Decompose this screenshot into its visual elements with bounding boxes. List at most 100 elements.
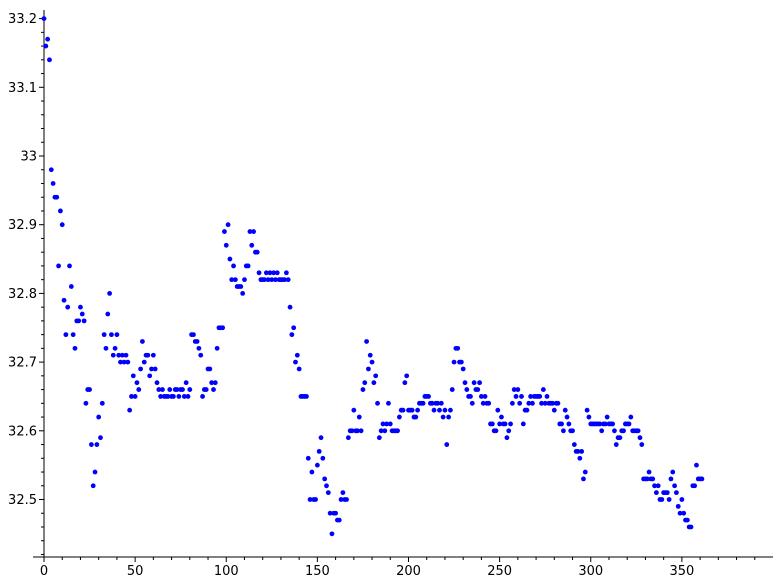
data-point (692, 483, 698, 489)
data-point (274, 270, 280, 276)
data-point (637, 435, 643, 441)
data-point (670, 469, 676, 475)
data-point (349, 428, 355, 434)
data-point (90, 483, 96, 489)
data-point (626, 421, 632, 427)
data-point (666, 497, 672, 502)
data-point (150, 352, 156, 358)
data-point (396, 414, 402, 420)
x-tick-label: 150 (305, 564, 330, 579)
data-point (471, 380, 477, 386)
y-tick-label: 33 (20, 150, 37, 165)
data-point (621, 428, 626, 434)
data-point (699, 476, 705, 482)
data-point (291, 325, 297, 331)
data-point (245, 263, 251, 269)
data-point (639, 442, 645, 447)
data-point (420, 400, 426, 406)
data-point (555, 400, 561, 406)
data-point (198, 352, 204, 358)
data-point (684, 517, 690, 523)
data-point (119, 352, 125, 358)
data-point (123, 352, 129, 358)
data-point (475, 387, 481, 392)
data-point (336, 517, 342, 523)
data-point (50, 181, 56, 186)
data-point (356, 414, 362, 420)
data-point (212, 380, 218, 386)
data-point (431, 407, 437, 413)
data-point (367, 352, 373, 358)
data-point (227, 256, 233, 262)
data-point (207, 366, 213, 372)
data-point (668, 476, 674, 482)
data-point (282, 277, 287, 283)
y-axis: 32.5 32.6 32.7 32.8 32.9 33 33.1 33.2 (8, 10, 45, 557)
data-point (586, 414, 592, 420)
data-point (387, 421, 393, 427)
data-point (289, 332, 295, 338)
data-point (375, 400, 380, 406)
data-point (517, 400, 523, 406)
data-point (382, 428, 388, 434)
data-point (566, 421, 572, 427)
data-point (118, 359, 123, 365)
data-point (446, 414, 451, 420)
data-point (68, 284, 74, 289)
data-point (174, 387, 180, 392)
data-point (451, 359, 457, 365)
data-point (200, 394, 205, 399)
data-point (581, 476, 586, 482)
data-point (203, 387, 209, 392)
data-point (495, 407, 501, 413)
data-point (376, 435, 382, 441)
data-point (613, 442, 619, 447)
x-tick-label: 250 (487, 564, 512, 579)
data-point (45, 36, 51, 42)
data-point (362, 380, 368, 386)
data-point (386, 400, 391, 406)
data-point (681, 510, 687, 516)
data-point (571, 442, 577, 447)
data-point (597, 421, 603, 427)
data-point (646, 469, 652, 475)
data-point (156, 387, 162, 392)
data-point (262, 277, 267, 283)
data-point (160, 387, 165, 392)
data-point (325, 490, 331, 496)
y-tick-label: 32.6 (8, 424, 37, 439)
data-point (575, 449, 581, 454)
data-point (58, 208, 63, 214)
data-point (127, 407, 133, 413)
data-point (88, 442, 94, 447)
data-point (677, 510, 683, 516)
data-point (165, 394, 171, 399)
data-point (296, 366, 302, 372)
data-point (404, 373, 410, 379)
data-point (242, 277, 247, 283)
data-point (229, 277, 235, 283)
data-point (544, 394, 550, 399)
data-point (562, 407, 568, 413)
data-point (223, 242, 229, 248)
data-point (659, 497, 665, 502)
data-point (76, 318, 82, 324)
data-point (141, 359, 147, 365)
data-point (183, 380, 189, 386)
data-point (455, 345, 461, 351)
data-point (187, 387, 193, 392)
y-axis-ticks: 32.5 32.6 32.7 32.8 32.9 33 33.1 33.2 (8, 12, 44, 555)
data-point (81, 318, 87, 324)
data-point (63, 332, 69, 338)
data-point (519, 394, 524, 399)
data-point (59, 222, 65, 228)
data-points (41, 16, 705, 537)
data-point (482, 394, 488, 399)
data-point (579, 449, 585, 454)
data-point (515, 387, 521, 392)
data-point (191, 332, 196, 338)
data-point (313, 497, 318, 502)
data-point (528, 394, 534, 399)
data-point (604, 414, 610, 420)
data-point (338, 497, 344, 502)
